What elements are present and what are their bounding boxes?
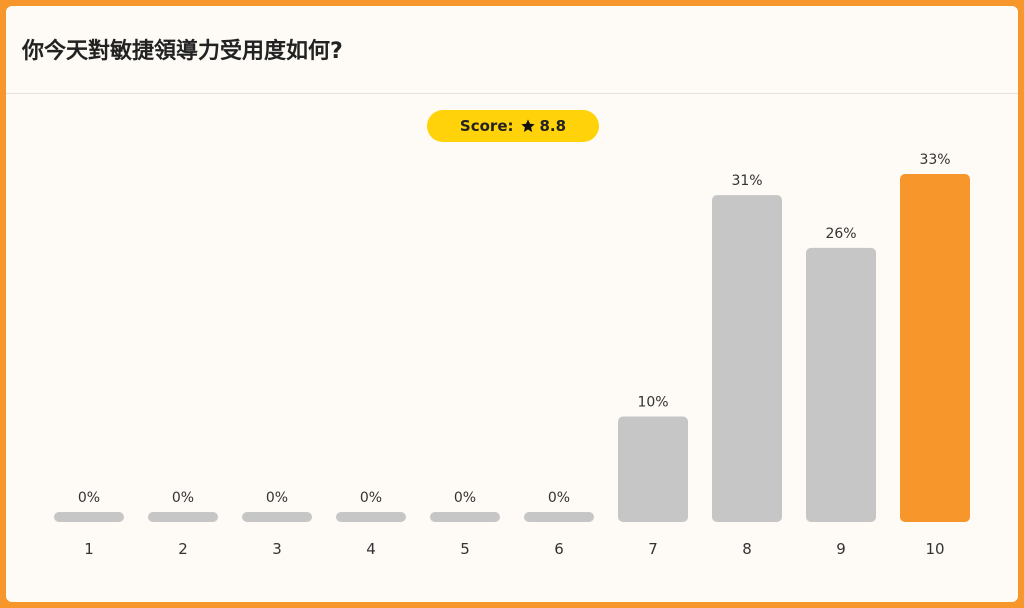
- bar-value-label-10: 33%: [919, 152, 950, 168]
- bar-9: [806, 247, 876, 522]
- bar-value-label-6: 0%: [548, 490, 570, 506]
- bar-2: [148, 512, 218, 522]
- bar-value-label-4: 0%: [360, 490, 382, 506]
- x-tick-label-4: 4: [366, 540, 376, 558]
- x-tick-label-3: 3: [272, 540, 282, 558]
- x-tick-label-5: 5: [460, 540, 470, 558]
- bar-value-label-7: 10%: [637, 395, 668, 411]
- bar-value-label-2: 0%: [172, 490, 194, 506]
- x-tick-label-1: 1: [84, 540, 94, 558]
- x-tick-label-10: 10: [925, 540, 944, 558]
- bar-1: [54, 512, 124, 522]
- bar-value-label-1: 0%: [78, 490, 100, 506]
- score-label: Score:: [459, 117, 514, 135]
- x-tick-label-9: 9: [836, 540, 846, 558]
- bar-10: [900, 174, 970, 522]
- bar-8: [712, 195, 782, 522]
- x-tick-label-7: 7: [648, 540, 658, 558]
- x-tick-label-2: 2: [178, 540, 188, 558]
- bar-value-label-8: 31%: [731, 173, 762, 189]
- star-icon: [520, 118, 536, 134]
- bar-7: [618, 416, 688, 522]
- poll-question: 你今天對敏捷領導力受用度如何?: [22, 39, 343, 64]
- score-value: 8.8: [539, 117, 567, 135]
- bar-4: [336, 512, 406, 522]
- bar-value-label-3: 0%: [266, 490, 288, 506]
- bar-3: [242, 512, 312, 522]
- bar-6: [524, 512, 594, 522]
- bar-value-label-5: 0%: [454, 490, 476, 506]
- bar-value-label-9: 26%: [825, 226, 856, 242]
- bar-5: [430, 512, 500, 522]
- x-tick-label-8: 8: [742, 540, 752, 558]
- results-bar-chart: 0%10%20%30%40%50%610%731%826%933%10: [54, 152, 970, 558]
- score-badge: Score: 8.8: [427, 110, 599, 142]
- poll-header: 你今天對敏捷領導力受用度如何?: [6, 6, 1018, 94]
- poll-card: 你今天對敏捷領導力受用度如何? Score: 8.8 0% 1 0% 2 0% 3 0% 4 0…: [6, 6, 1018, 602]
- x-tick-label-6: 6: [554, 540, 564, 558]
